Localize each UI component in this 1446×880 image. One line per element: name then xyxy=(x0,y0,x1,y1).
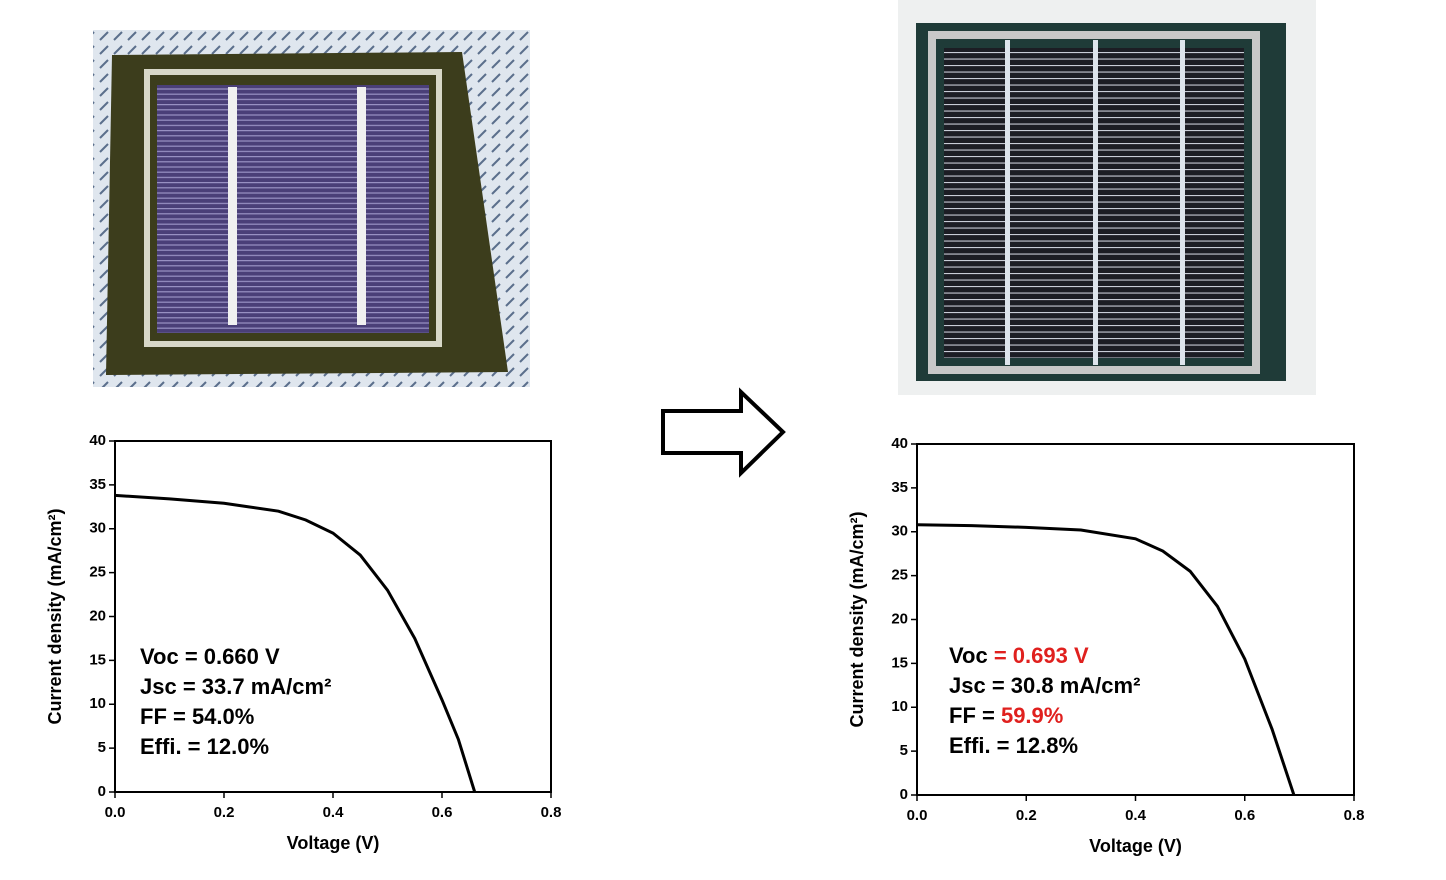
y-tick-label: 40 xyxy=(89,432,106,449)
y-tick-label: 30 xyxy=(89,520,106,537)
annotation: Jsc = 33.7 mA/cm² xyxy=(140,674,331,699)
y-tick-label: 25 xyxy=(89,564,106,581)
x-tick-label: 0.6 xyxy=(432,804,453,821)
y-tick-label: 0 xyxy=(98,783,106,800)
photo-before xyxy=(93,30,530,387)
annotation: Jsc = 30.8 mA/cm² xyxy=(949,673,1140,698)
y-axis-label: Current density (mA/cm²) xyxy=(847,511,867,727)
x-tick-label: 0.6 xyxy=(1234,807,1255,824)
annotation: FF = 59.9% xyxy=(949,703,1063,728)
x-tick-label: 0.0 xyxy=(907,807,928,824)
x-tick-label: 0.4 xyxy=(323,804,345,821)
annotation-part: Voc xyxy=(949,643,994,668)
y-tick-label: 35 xyxy=(89,476,106,493)
y-tick-label: 25 xyxy=(891,567,908,584)
photo-after xyxy=(898,0,1316,395)
annotation: Voc = 0.693 V xyxy=(949,643,1089,668)
x-tick-label: 0.0 xyxy=(105,804,126,821)
annotation: Effi. = 12.0% xyxy=(140,734,269,759)
y-tick-label: 20 xyxy=(89,607,106,624)
y-tick-label: 5 xyxy=(900,742,908,759)
x-tick-label: 0.8 xyxy=(541,804,562,821)
y-tick-label: 10 xyxy=(891,698,908,715)
x-tick-label: 0.4 xyxy=(1125,807,1147,824)
annotation-part: = 0.693 V xyxy=(994,643,1089,668)
x-tick-label: 0.2 xyxy=(1016,807,1037,824)
annotation-part: FF = 54.0% xyxy=(140,704,254,729)
y-tick-label: 40 xyxy=(891,435,908,452)
y-tick-label: 15 xyxy=(891,654,908,671)
annotation-part: Voc = 0.660 V xyxy=(140,644,280,669)
annotation-part: Jsc = 30.8 mA/cm² xyxy=(949,673,1140,698)
annotation-part: Effi. = 12.0% xyxy=(140,734,269,759)
x-axis-label: Voltage (V) xyxy=(1089,836,1182,856)
annotation-part: Jsc = 33.7 mA/cm² xyxy=(140,674,331,699)
annotation-part: Effi. = 12.8% xyxy=(949,733,1078,758)
x-axis-label: Voltage (V) xyxy=(287,833,380,853)
y-tick-label: 0 xyxy=(900,786,908,803)
jv-curve xyxy=(916,523,1296,796)
annotation-part: 59.9% xyxy=(1001,703,1063,728)
annotation: Voc = 0.660 V xyxy=(140,644,280,669)
y-tick-label: 20 xyxy=(891,610,908,627)
arrow xyxy=(661,387,786,478)
y-tick-label: 35 xyxy=(891,479,908,496)
annotation: FF = 54.0% xyxy=(140,704,254,729)
annotation-part: FF = xyxy=(949,703,1001,728)
y-axis-label: Current density (mA/cm²) xyxy=(45,508,65,724)
y-tick-label: 30 xyxy=(891,523,908,540)
y-tick-label: 15 xyxy=(89,651,106,668)
y-tick-label: 10 xyxy=(89,695,106,712)
y-tick-label: 5 xyxy=(98,739,106,756)
annotation: Effi. = 12.8% xyxy=(949,733,1078,758)
jv-curve xyxy=(114,493,477,793)
x-tick-label: 0.8 xyxy=(1344,807,1365,824)
x-tick-label: 0.2 xyxy=(214,804,235,821)
